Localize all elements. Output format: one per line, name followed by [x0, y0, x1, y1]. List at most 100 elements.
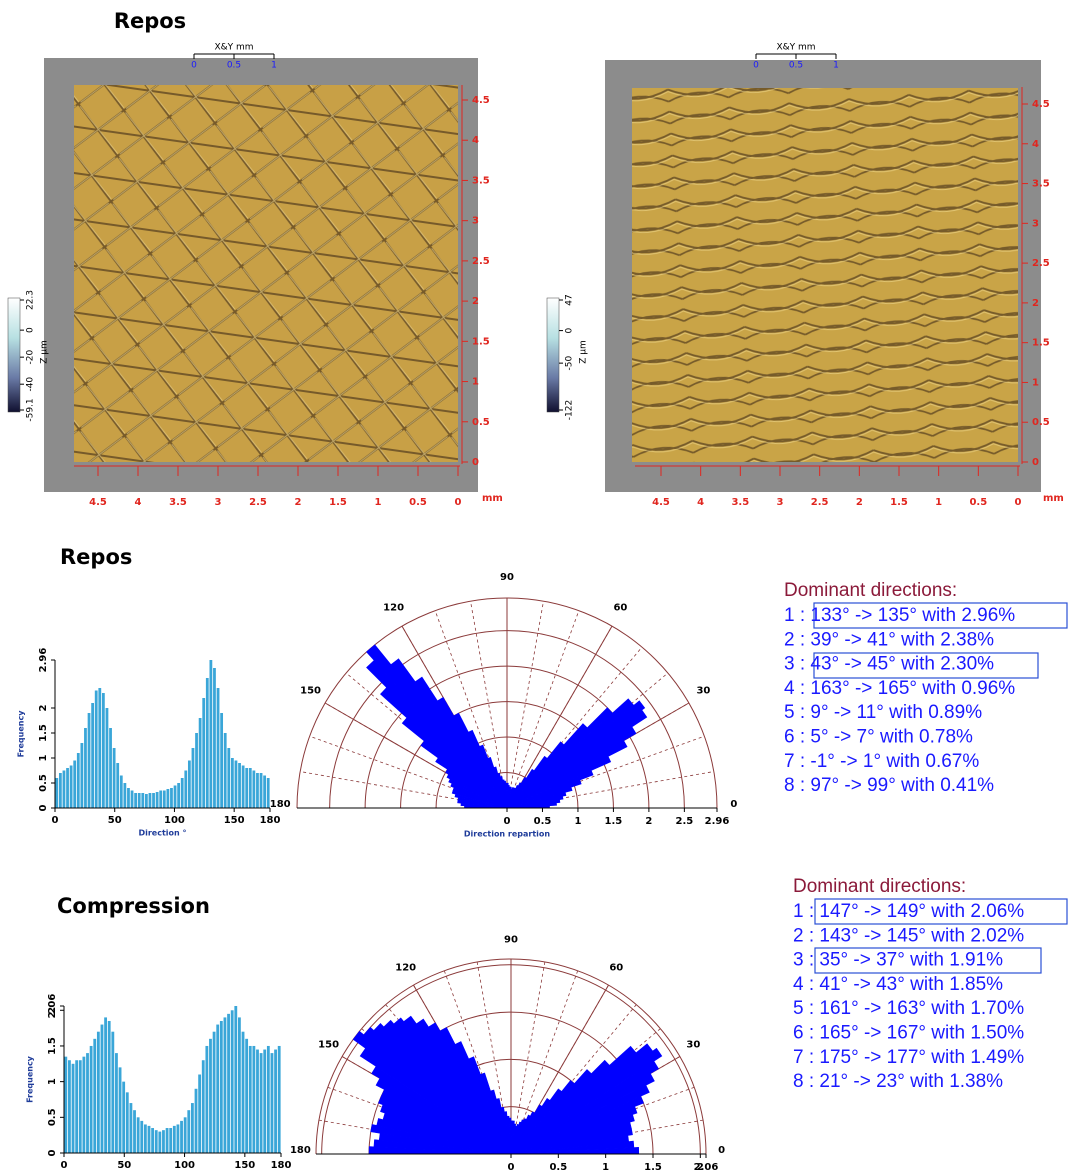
panel-title: Repos	[114, 9, 186, 33]
bar	[209, 660, 213, 808]
angle-tick-label: 60	[609, 963, 623, 974]
bar	[230, 758, 234, 808]
bar	[256, 1049, 259, 1153]
r-tick-label: 2.96	[705, 816, 730, 827]
r-tick-label: 2.5	[676, 816, 694, 827]
bar	[256, 773, 259, 808]
bar	[134, 793, 138, 808]
direction-item: 5 : 9° -> 11° with 0.89%	[784, 702, 982, 723]
axis-unit: mm	[482, 493, 503, 504]
bar	[91, 703, 95, 808]
bar	[263, 1049, 267, 1153]
bar	[144, 794, 148, 808]
y-tick-label: 1.5	[47, 1037, 58, 1055]
bar	[123, 783, 127, 808]
bar	[76, 753, 80, 808]
y-tick-label: 2.06	[47, 994, 58, 1019]
x-tick-label: 4	[135, 497, 142, 508]
colorbar-label: Z µm	[40, 340, 50, 364]
direction-item: 3 : 43° -> 45° with 2.30%	[784, 654, 994, 675]
scale-label: X&Y mm	[214, 43, 253, 53]
bar	[187, 760, 191, 808]
bar	[107, 1020, 111, 1153]
bar	[98, 688, 102, 808]
bar	[205, 678, 209, 808]
bar	[87, 713, 91, 808]
y-tick-label: 1.5	[1032, 338, 1050, 349]
angle-tick-label: 0	[730, 799, 737, 810]
bar	[147, 1125, 151, 1153]
radial-guide	[434, 610, 508, 809]
bar	[227, 1013, 230, 1153]
bar	[133, 1110, 136, 1153]
x-axis-label: Direction °	[138, 829, 186, 838]
bar	[172, 1125, 176, 1153]
bar	[96, 1031, 100, 1153]
angle-tick-label: 0	[718, 1145, 725, 1156]
r-tick-label: 0.5	[549, 1162, 567, 1172]
bar	[154, 1130, 158, 1153]
bar	[111, 1031, 115, 1153]
bar	[71, 1063, 75, 1153]
polar-wedge	[366, 659, 508, 809]
bar	[78, 1060, 82, 1153]
y-tick-label: 0.5	[1032, 417, 1050, 428]
angle-tick-label: 180	[290, 1145, 311, 1156]
bar	[230, 1010, 234, 1153]
bar	[180, 1120, 183, 1153]
colorbar-tick-label: 47	[565, 294, 575, 305]
bar	[209, 1038, 212, 1153]
bar	[151, 1128, 155, 1153]
bar	[173, 785, 177, 808]
x-tick-label: 180	[271, 1160, 292, 1171]
bar	[263, 775, 267, 808]
bar	[80, 743, 84, 808]
x-tick-label: 0	[61, 1160, 68, 1171]
bar	[220, 713, 224, 808]
bar	[187, 1110, 191, 1153]
y-tick-label: 4	[1032, 139, 1039, 150]
y-tick-label: 3	[472, 216, 479, 227]
y-tick-label: 1	[472, 377, 479, 388]
y-axis-label: Frequency	[17, 710, 26, 758]
r-tick-label: 2	[697, 1162, 704, 1172]
direction-item: 6 : 5° -> 7° with 0.78%	[784, 727, 973, 748]
x-tick-label: 2	[856, 497, 863, 508]
angle-tick-label: 180	[270, 799, 291, 810]
radial-guide	[300, 771, 508, 809]
r-tick-label: 1.5	[644, 1162, 662, 1172]
bar	[118, 1067, 122, 1153]
bar	[100, 1024, 104, 1153]
bar	[241, 1031, 245, 1153]
y-tick-label: 2	[47, 1007, 58, 1014]
x-tick-label: 0	[52, 815, 59, 826]
y-tick-label: 1	[38, 754, 49, 761]
bar	[198, 1074, 202, 1153]
direction-item: 7 : 175° -> 177° with 1.49%	[793, 1047, 1024, 1068]
bar	[266, 1045, 270, 1153]
y-tick-label: 0	[472, 457, 479, 468]
colorbar-tick-label: -122	[565, 400, 575, 420]
direction-item: 4 : 41° -> 43° with 1.85%	[793, 974, 1003, 995]
bar	[169, 1128, 173, 1153]
bar	[129, 1103, 133, 1153]
bar	[148, 793, 152, 808]
highlight-box	[813, 602, 1068, 629]
x-tick-label: 180	[260, 815, 281, 826]
bar	[69, 765, 73, 808]
x-tick-label: 3.5	[169, 497, 187, 508]
colorbar-tick-label: -50	[565, 356, 575, 371]
x-tick-label: 3	[215, 497, 222, 508]
bar	[201, 1060, 205, 1153]
y-tick-label: 1.5	[472, 336, 490, 347]
bar	[66, 768, 69, 808]
bar	[212, 1031, 216, 1153]
angle-tick-label: 150	[300, 686, 321, 697]
direction-item: 1 : 147° -> 149° with 2.06%	[793, 901, 1024, 922]
scale-tick-label: 0.5	[789, 61, 803, 71]
bar	[270, 1053, 274, 1153]
bar	[158, 1131, 162, 1153]
radial-guide	[510, 961, 546, 1155]
bar	[73, 760, 77, 808]
colorbar-tick-label: -20	[26, 350, 36, 365]
